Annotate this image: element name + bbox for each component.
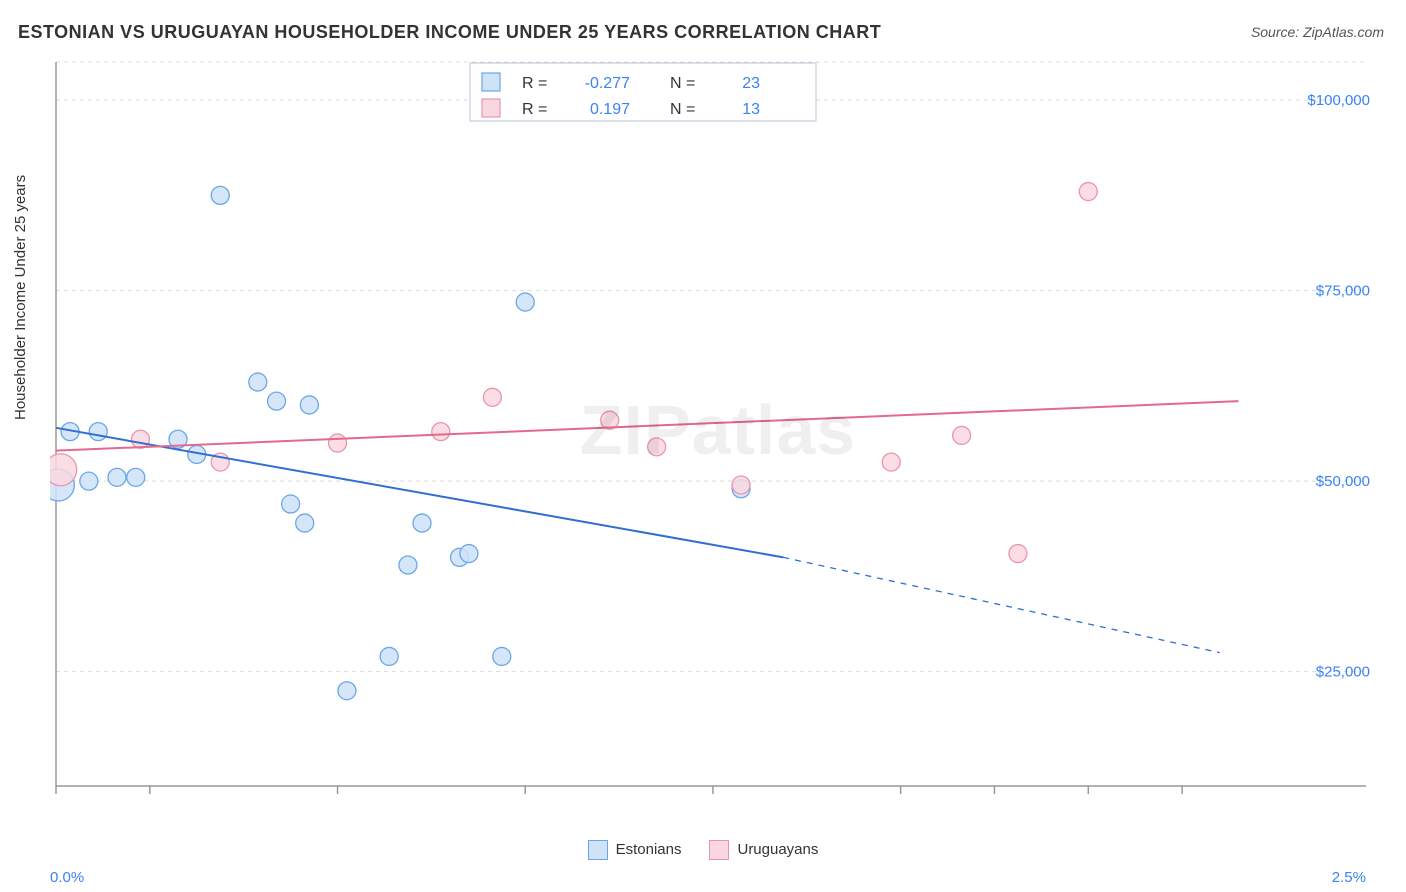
chart-title: ESTONIAN VS URUGUAYAN HOUSEHOLDER INCOME… [18, 22, 881, 43]
svg-text:R =: R = [522, 101, 547, 118]
bottom-legend: Estonians Uruguayans [0, 838, 1406, 862]
legend-swatch-pink [709, 840, 729, 860]
source-label: Source: ZipAtlas.com [1251, 24, 1384, 40]
svg-text:0.197: 0.197 [590, 101, 630, 118]
x-axis-min-label: 0.0% [50, 869, 84, 886]
svg-text:$25,000: $25,000 [1316, 664, 1370, 681]
svg-text:13: 13 [742, 101, 760, 118]
svg-text:$50,000: $50,000 [1316, 473, 1370, 490]
svg-text:R =: R = [522, 75, 547, 92]
source-name: ZipAtlas.com [1303, 24, 1384, 40]
legend-item-uruguayans: Uruguayans [709, 840, 818, 860]
x-axis-max-label: 2.5% [1332, 869, 1366, 886]
chart-area: $25,000 $50,000 $75,000 $100,000 R = -0.277 N … [50, 58, 1386, 818]
svg-text:$100,000: $100,000 [1307, 92, 1370, 109]
svg-text:N =: N = [670, 75, 695, 92]
legend-label: Uruguayans [737, 841, 818, 858]
legend-label: Estonians [616, 841, 682, 858]
svg-text:$75,000: $75,000 [1316, 283, 1370, 300]
svg-text:-0.277: -0.277 [585, 75, 630, 92]
svg-text:N =: N = [670, 101, 695, 118]
y-axis-label: Householder Income Under 25 years [12, 175, 29, 420]
scatter-chart-svg: $25,000 $50,000 $75,000 $100,000 R = -0.277 N … [50, 58, 1386, 818]
svg-text:23: 23 [742, 75, 760, 92]
source-prefix: Source: [1251, 24, 1303, 40]
legend-swatch-blue [588, 840, 608, 860]
legend-item-estonians: Estonians [588, 840, 682, 860]
